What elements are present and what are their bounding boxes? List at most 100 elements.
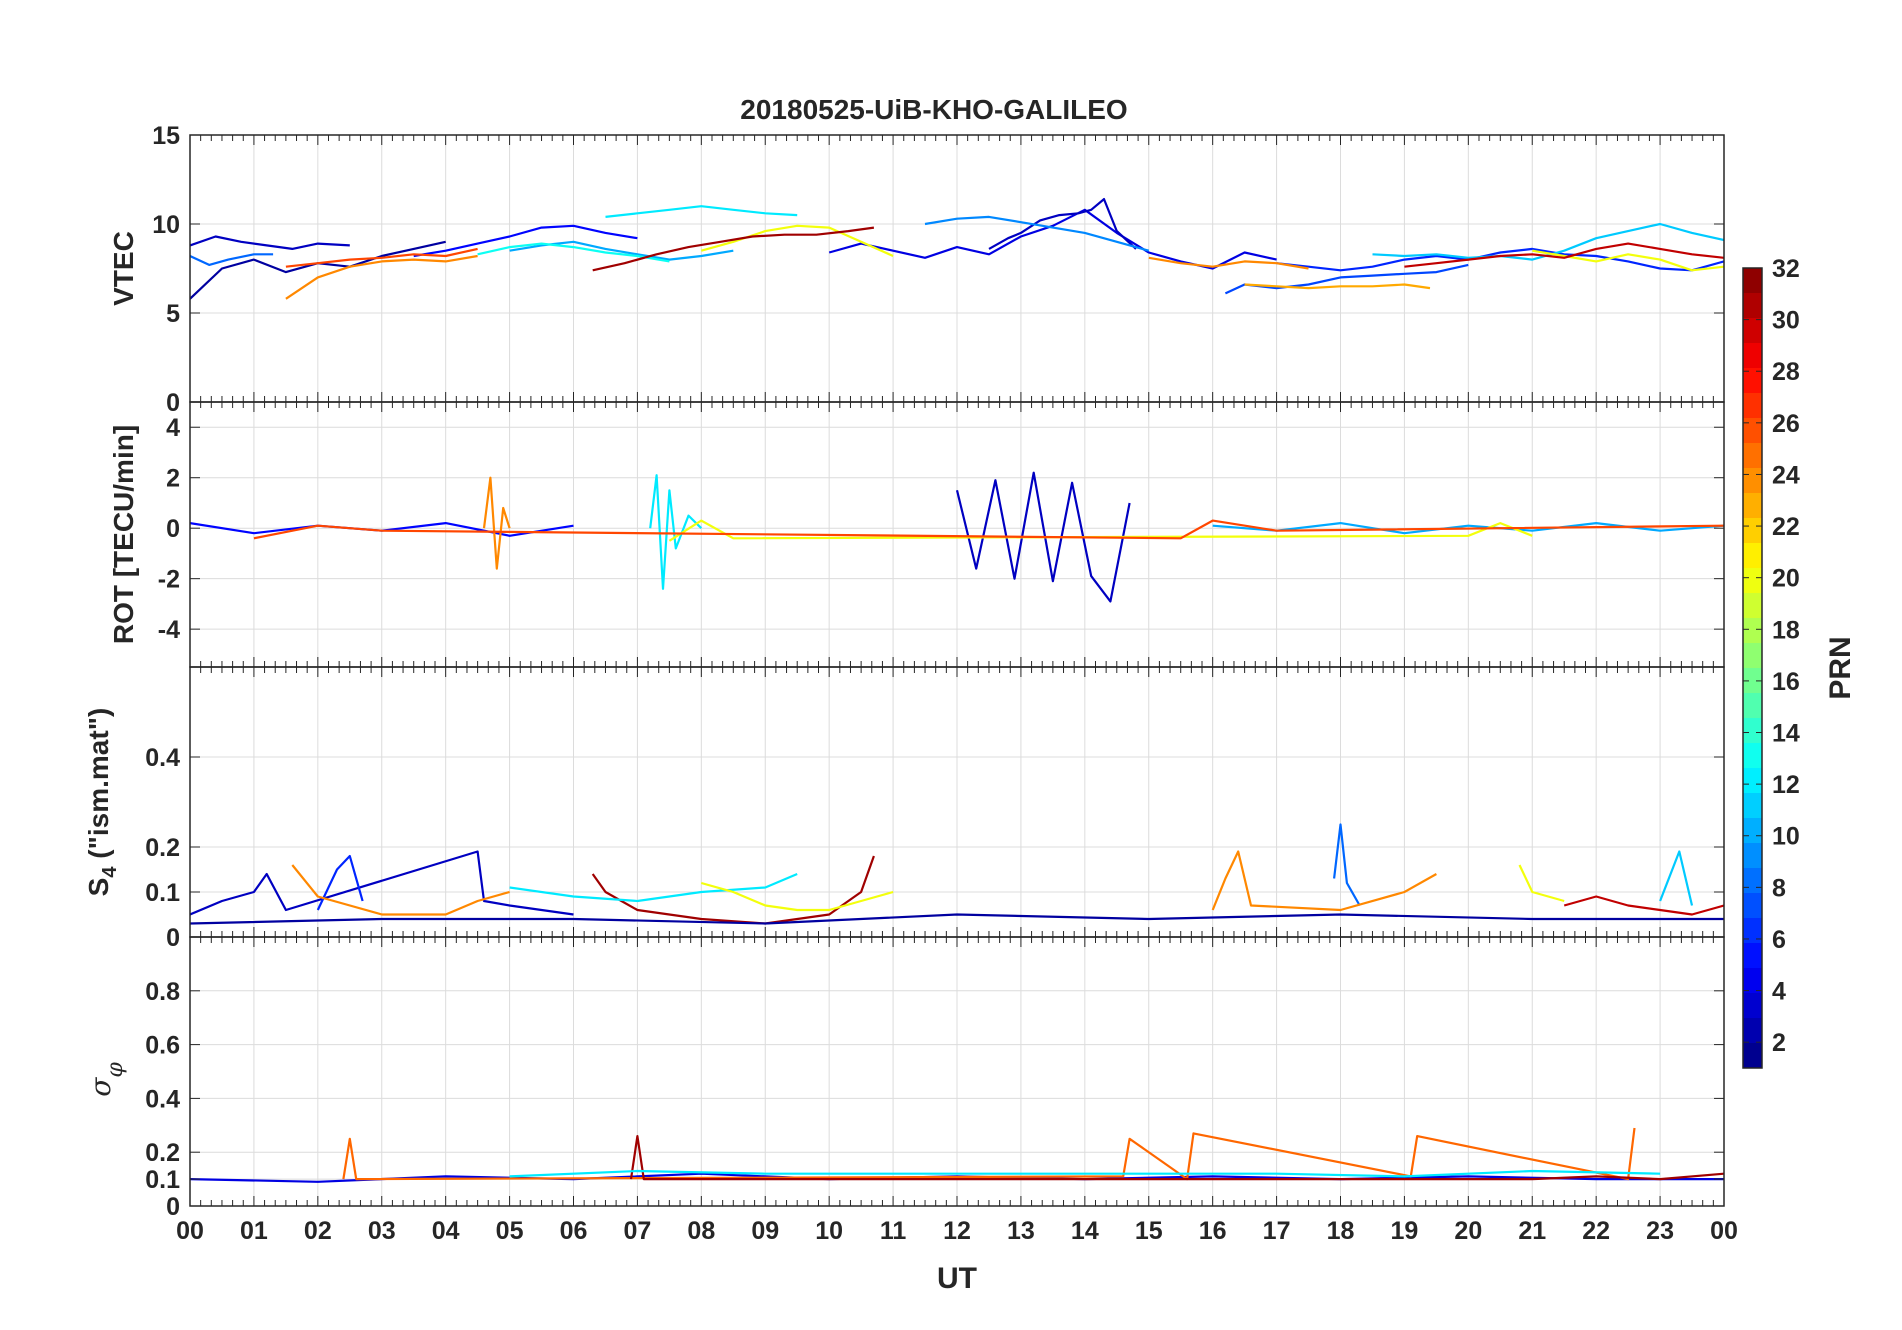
- panel-1: 0 5 10 15 VTEC: [108, 122, 1725, 417]
- x-tick-label: 01: [240, 1217, 268, 1245]
- series-prn-20: [1518, 864, 1565, 903]
- series-prn-12: [509, 872, 798, 903]
- x-tick-label: 22: [1582, 1217, 1610, 1245]
- series-prn-9: [924, 215, 1150, 252]
- series-prn-23: [1244, 283, 1431, 290]
- x-tick-label: 00: [176, 1217, 204, 1245]
- x-ticks: [189, 667, 1725, 937]
- x-tick-label: 21: [1518, 1217, 1546, 1245]
- x-tick-labels: 00 01 02 03 04 05 06 07 08 09 10 11 12 13 14 15 16 17 18 19…: [176, 1217, 1738, 1245]
- series-prn-31: [592, 226, 875, 272]
- y-tick-labels: 0 5 10 15: [152, 122, 1724, 417]
- series-prn-31: [629, 1134, 1724, 1181]
- y-tick-label: 0: [166, 389, 180, 417]
- y-tick-label: 0: [166, 515, 180, 543]
- x-tick-label: 18: [1327, 1217, 1355, 1245]
- series-prn-2: [190, 913, 1724, 925]
- series-prn-26: [285, 247, 478, 268]
- y-axis-label: S4 ("ism.mat"): [83, 708, 121, 897]
- series-prn-3: [190, 850, 574, 916]
- y-tick-label: 0.8: [145, 978, 180, 1006]
- grid: [190, 667, 1724, 937]
- colorbar-tick-label: 6: [1772, 926, 1786, 954]
- colorbar-tick-label: 12: [1772, 771, 1800, 799]
- y-tick-label: 10: [152, 211, 180, 239]
- colorbar-tick-label: 10: [1772, 823, 1800, 851]
- colorbar-tick-label: 20: [1772, 565, 1800, 593]
- x-tick-label: 16: [1199, 1217, 1227, 1245]
- y-tick-label: 0.6: [145, 1032, 180, 1060]
- series-prn-20: [1532, 249, 1724, 272]
- series-prn-24: [291, 864, 510, 916]
- colorbar-tick-label: 24: [1772, 461, 1800, 489]
- x-axis-label: UT: [937, 1262, 977, 1295]
- y-tick-label: 0.2: [145, 834, 180, 862]
- y-tick-label: 0.4: [145, 744, 180, 772]
- x-tick-label: 09: [751, 1217, 779, 1245]
- series-prn-4: [828, 208, 1277, 270]
- grid: [190, 937, 1724, 1206]
- colorbar-tick-label: 26: [1772, 410, 1800, 438]
- x-tick-label: 06: [560, 1217, 588, 1245]
- y-axis-label: ROT [TECU/min]: [108, 425, 139, 644]
- chart-title: 20180525-UiB-KHO-GALILEO: [740, 94, 1127, 125]
- colorbar-tick-label: 18: [1772, 616, 1800, 644]
- x-tick-label: 03: [368, 1217, 396, 1245]
- x-tick-label: 08: [687, 1217, 715, 1245]
- series-prn-24: [1211, 850, 1437, 912]
- y-tick-label: 4: [166, 414, 180, 442]
- grid: [190, 135, 1724, 402]
- series-prn-8: [190, 253, 274, 266]
- x-tick-label: 11: [880, 1217, 907, 1245]
- x-tick-label: 05: [496, 1217, 524, 1245]
- series-prn-20: [701, 881, 894, 912]
- series-prn-10: [1212, 521, 1724, 535]
- colorbar-scale: [1743, 268, 1762, 1068]
- series-prn-12: [509, 1169, 1661, 1178]
- y-tick-labels: -4 -2 0 2 4: [158, 414, 1724, 644]
- series-prn-31: [591, 855, 875, 925]
- series-prn-6: [1276, 247, 1724, 272]
- colorbar-tick-label: 16: [1772, 668, 1800, 696]
- y-tick-label: -4: [158, 616, 180, 644]
- y-tick-label: 0: [166, 1193, 180, 1221]
- x-tick-label: 12: [943, 1217, 971, 1245]
- series-prn-24: [482, 476, 511, 570]
- y-tick-label: 0.1: [145, 879, 180, 907]
- series-prn-20: [701, 224, 894, 258]
- panels: 0 5 10 15 VTEC -4 -2 0 2 4 ROT [TECU/min] 0 0.1 0.2 0.…: [83, 122, 1725, 1221]
- x-tick-label: 15: [1135, 1217, 1163, 1245]
- y-tick-label: -2: [158, 566, 180, 594]
- series-prn-26: [253, 519, 1724, 540]
- x-tick-label: 19: [1391, 1217, 1419, 1245]
- y-tick-label: 5: [166, 300, 180, 328]
- colorbar-tick-label: 14: [1772, 720, 1800, 748]
- x-tick-label: 17: [1263, 1217, 1291, 1245]
- y-tick-label: 0.4: [145, 1085, 180, 1113]
- panel-2: -4 -2 0 2 4 ROT [TECU/min]: [108, 401, 1725, 668]
- y-axis-label: VTEC: [108, 231, 139, 306]
- series-group: [190, 471, 1724, 603]
- series-prn-3: [988, 198, 1137, 250]
- colorbar-tick-label: 32: [1772, 255, 1800, 283]
- x-tick-label: 20: [1454, 1217, 1482, 1245]
- series-prn-11: [1659, 850, 1694, 906]
- series-prn-30: [1404, 242, 1724, 268]
- y-tick-label: 0.2: [145, 1139, 180, 1167]
- y-axis-label: σφ: [84, 1062, 128, 1097]
- grid: [190, 402, 1724, 667]
- y-tick-label: 2: [166, 465, 180, 493]
- series-prn-12: [649, 474, 703, 590]
- y-tick-labels: 0 0.1 0.2 0.4: [145, 744, 1724, 952]
- colorbar-frame: [1742, 267, 1763, 1069]
- y-tick-label: 15: [152, 122, 180, 150]
- panel-3: 0 0.1 0.2 0.4 S4 ("ism.mat"): [83, 666, 1725, 952]
- x-ticks: [189, 402, 1725, 667]
- series-prn-13: [477, 242, 670, 263]
- x-tick-label: 02: [304, 1217, 332, 1245]
- y-tick-label: 0: [166, 924, 180, 952]
- colorbar-tick-label: 8: [1772, 874, 1786, 902]
- x-ticks: [189, 937, 1725, 1206]
